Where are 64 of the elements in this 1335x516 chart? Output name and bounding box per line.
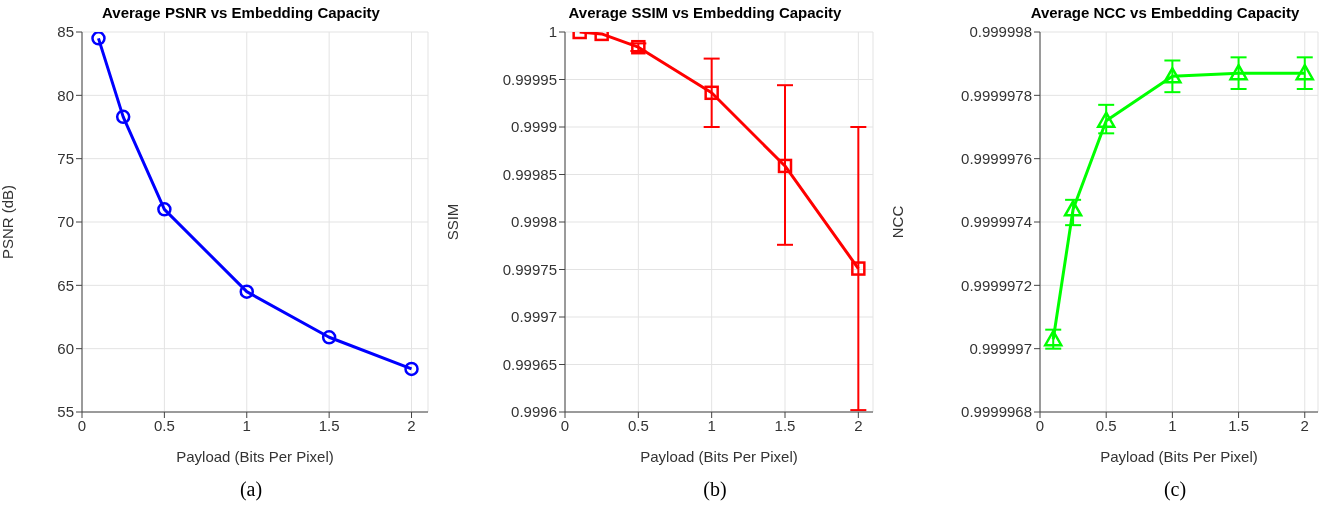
point (404, 361, 419, 377)
chart-title: Average NCC vs Embedding Capacity (1029, 4, 1301, 21)
y-tick-label: 0.999998 (969, 23, 1032, 41)
x-tick-label: 1.5 (774, 416, 796, 434)
x-tick-label: 2 (854, 416, 863, 434)
x-tick-label: 1.5 (1228, 416, 1249, 434)
x-tick-label: 0 (77, 416, 87, 434)
y-tick-label: 75 (57, 149, 74, 167)
point (1096, 111, 1116, 128)
x-tick-label: 2 (1300, 416, 1309, 434)
point (1229, 63, 1248, 81)
y-tick-label: 0.99995 (502, 70, 557, 88)
y-tick-label: 70 (57, 213, 74, 231)
chart-title: Average PSNR vs Embedding Capacity (101, 4, 381, 21)
y-tick-label: 0.999997 (969, 339, 1032, 357)
point (321, 330, 337, 345)
x-tick-label: 1 (242, 416, 251, 434)
y-tick-label: 65 (57, 276, 74, 294)
point (1163, 67, 1182, 84)
y-tick-label: 0.9999978 (961, 86, 1032, 104)
point (115, 109, 131, 125)
point (704, 85, 719, 101)
text: (c) (1162, 478, 1188, 501)
y-tick-label: 0.9996 (511, 403, 557, 421)
x-tick-label: 0.5 (1095, 416, 1117, 434)
text: (a) (238, 478, 264, 501)
x-tick-label: 1.5 (318, 416, 340, 434)
x-tick-label: 0.5 (627, 416, 649, 434)
y-tick-label: 0.9999974 (961, 213, 1032, 231)
x-tick-label: 0 (560, 416, 570, 434)
y-tick-label: 0.9998 (511, 213, 557, 231)
y-tick-label: 0.9997 (511, 308, 557, 326)
point (91, 32, 106, 46)
point (157, 202, 172, 217)
x-axis-title: Payload (Bits Per Pixel) (1100, 448, 1258, 465)
y-tick-label: 85 (57, 23, 74, 41)
x-tick-label: 2 (407, 416, 416, 434)
x-axis-title: Payload (Bits Per Pixel) (640, 448, 798, 465)
point (777, 158, 793, 174)
x-tick-label: 1 (707, 416, 716, 434)
y-axis-title: NCC (889, 205, 907, 239)
y-tick-label: 0.9999968 (961, 403, 1032, 421)
x-tick-label: 1 (1168, 416, 1177, 434)
y-tick-label: 60 (57, 339, 74, 357)
chart-title: Average SSIM vs Embedding Capacity (567, 4, 843, 21)
y-tick-label: 80 (57, 86, 74, 104)
x-tick-label: 0.5 (153, 416, 175, 434)
point (851, 261, 866, 276)
y-axis-title: SSIM (444, 203, 462, 241)
point (1063, 200, 1083, 217)
y-tick-label: 55 (57, 403, 74, 421)
point (239, 284, 255, 299)
x-tick-label: 0 (1035, 416, 1045, 434)
y-tick-label: 0.9999976 (961, 149, 1032, 167)
y-tick-label: 0.9999972 (961, 276, 1032, 294)
x-axis-title: Payload (Bits Per Pixel) (176, 448, 334, 465)
y-tick-label: 0.99975 (502, 260, 557, 278)
y-tick-label: 0.99985 (502, 165, 557, 183)
text: (b) (702, 478, 728, 501)
y-tick-label: 1 (548, 23, 557, 41)
y-axis-title: PSNR (dB) (0, 184, 17, 260)
y-tick-label: 0.99965 (502, 355, 557, 373)
y-tick-label: 0.9999 (511, 118, 557, 136)
point (1295, 63, 1315, 81)
